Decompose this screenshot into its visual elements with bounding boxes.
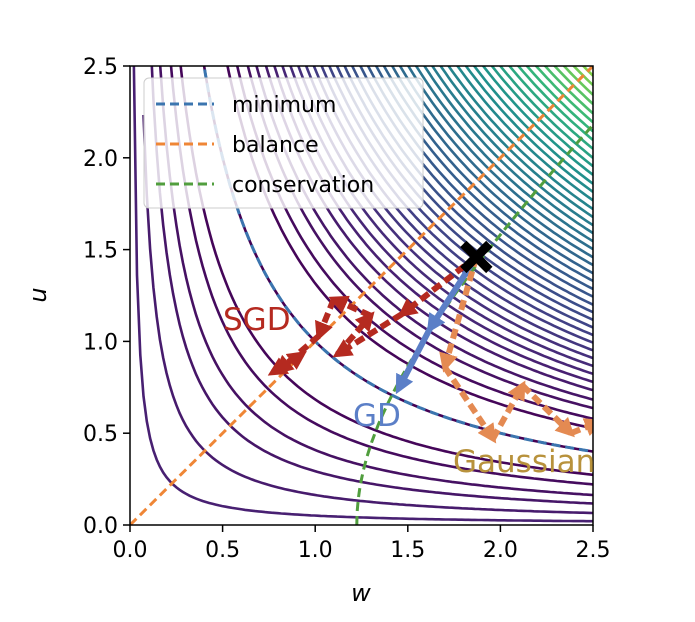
gd-annotation: GD	[353, 398, 401, 434]
contour-line-41	[562, 66, 593, 96]
contour-line-29	[455, 66, 593, 202]
sgd-step-6	[273, 333, 321, 375]
legend-label-balance: balance	[232, 133, 319, 158]
contour-line-37	[525, 66, 593, 133]
contour-line-40	[552, 66, 593, 105]
contour-line-1-inner	[179, 66, 593, 477]
sgd-step-8	[267, 351, 304, 376]
x-tick-label: 1.5	[390, 538, 425, 563]
legend: minimum balance conservation	[143, 77, 424, 209]
series-line-minimum	[202, 66, 593, 454]
start-point-marker	[460, 240, 493, 274]
contour-line-45	[570, 32, 593, 56]
x-axis-label: w	[351, 579, 371, 607]
contour-line-39	[543, 66, 593, 115]
contour-line-2	[235, 66, 593, 420]
gaussian-step-4	[520, 383, 575, 438]
gaussian-annotation: Gaussian	[453, 444, 595, 480]
plot-frame	[129, 65, 594, 526]
legend-box	[143, 77, 424, 209]
contour-line-4-inner	[150, 66, 593, 505]
contour-line-31	[472, 66, 593, 185]
x-tick-label: 1.0	[298, 538, 333, 563]
gaussian-step-3	[490, 380, 526, 441]
sgd-annotation: SGD	[223, 302, 291, 338]
contour-line-35	[507, 66, 593, 150]
x-tick-label: 0.0	[113, 538, 148, 563]
contour-line-46	[580, 32, 593, 46]
y-tick-label: 2.0	[83, 147, 118, 172]
x-tick-label: 2.0	[483, 538, 518, 563]
contour-line-42	[571, 66, 593, 87]
contour-line-38	[534, 66, 593, 124]
contour-line-28	[447, 66, 593, 211]
gaussian-step-1	[439, 256, 480, 373]
contour-line-34	[498, 66, 593, 159]
contour-line-47	[590, 33, 593, 37]
y-tick-label: 2.5	[83, 55, 118, 80]
gaussian-step-5	[569, 418, 593, 437]
x-tick-label: 2.5	[576, 538, 611, 563]
contour-line-26	[430, 66, 593, 227]
legend-label-minimum: minimum	[232, 93, 336, 118]
gd-step-2	[395, 327, 433, 395]
contour-line-2-inner	[169, 66, 593, 486]
contour-line-6-inner	[132, 66, 593, 523]
y-tick-label: 1.5	[83, 239, 118, 264]
contour-line-43	[581, 66, 593, 77]
contour-line-3-inner	[158, 66, 593, 497]
sgd-step-5	[315, 298, 337, 342]
y-tick-label: 0.5	[83, 422, 118, 447]
x-tick-label: 0.5	[205, 538, 240, 563]
legend-label-conservation: conservation	[232, 173, 374, 198]
contour-line-5-inner	[142, 114, 593, 515]
x-axis-ticks: 0.0 0.5 1.0 1.5 2.0 2.5	[113, 525, 611, 563]
contour-line-25	[422, 66, 593, 235]
contour-line-30	[464, 66, 593, 193]
contour-line-32	[481, 66, 593, 176]
series-line-balance	[130, 66, 593, 525]
sgd-step-3	[335, 311, 375, 357]
contour-line-36	[516, 66, 593, 141]
sgd-step-2	[332, 311, 404, 358]
y-axis-label: u	[24, 287, 52, 302]
y-axis-ticks: 0.0 0.5 1.0 1.5 2.0 2.5	[83, 55, 130, 539]
contour-line-27	[439, 66, 593, 219]
start-point-x-marker	[460, 240, 493, 274]
y-tick-label: 0.0	[83, 514, 118, 539]
sgd-step-4	[328, 295, 373, 319]
contour-fill-region	[593, 7, 652, 66]
contour-line-44	[591, 66, 593, 67]
contour-line-24	[414, 66, 593, 243]
y-tick-label: 1.0	[83, 330, 118, 355]
